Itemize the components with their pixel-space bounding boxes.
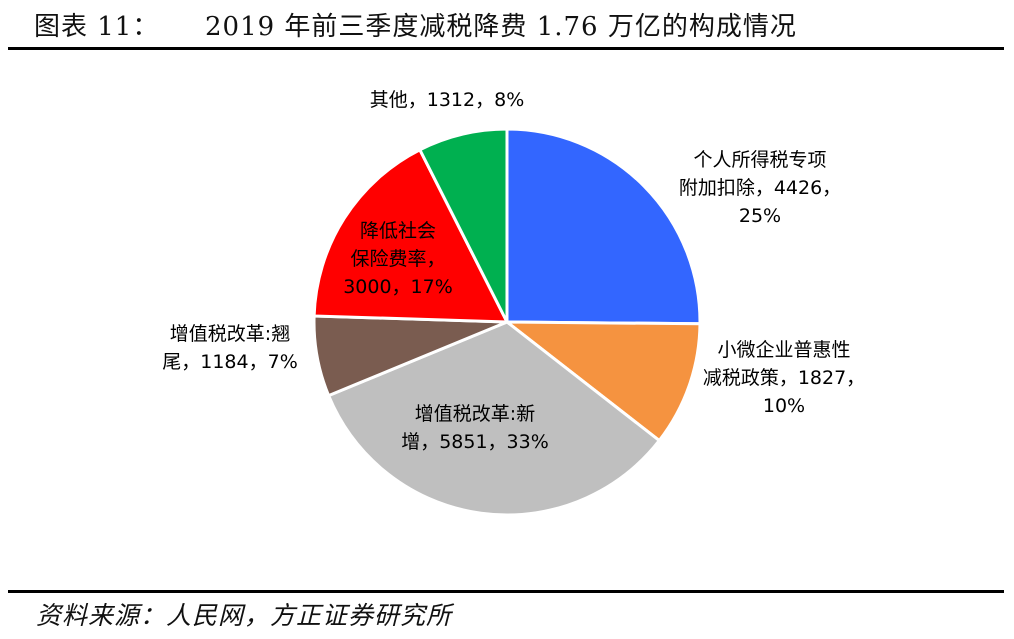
slice-label-line: 尾，1184，7% bbox=[162, 351, 298, 373]
slice-label-line: 25% bbox=[739, 205, 781, 227]
slice-label-line: 增，5851，33% bbox=[401, 431, 549, 453]
slice-label-line: 其他，1312，8% bbox=[370, 89, 525, 111]
chart-title: 2019 年前三季度减税降费 1.76 万亿的构成情况 bbox=[205, 12, 797, 42]
slice-label: 个人所得税专项附加扣除，4426， 25% bbox=[679, 149, 841, 227]
slice-label: 降低社会保险费率， 3000，17% bbox=[343, 220, 453, 298]
slice-label: 增值税改革:新增，5851，33% bbox=[401, 403, 549, 453]
slice-label-line: 增值税改革:翘 bbox=[170, 323, 290, 345]
pie-slice bbox=[417, 127, 509, 323]
slice-label: 增值税改革:翘尾，1184，7% bbox=[162, 323, 298, 373]
source-note: 资料来源：人民网，方正证券研究所 bbox=[36, 601, 453, 630]
figure-header: 图表 11： 2019 年前三季度减税降费 1.76 万亿的构成情况 bbox=[0, 0, 1014, 52]
pie-chart: 个人所得税专项附加扣除，4426， 25% 小微企业普惠性减税政策，1827， 10%… bbox=[162, 89, 865, 517]
slice-label-line: 10% bbox=[763, 395, 805, 417]
pie-slice bbox=[505, 127, 702, 326]
slice-labels: 个人所得税专项附加扣除，4426， 25% 小微企业普惠性减税政策，1827， 10%… bbox=[162, 89, 865, 453]
pie-slices bbox=[312, 127, 702, 517]
figure-label: 图表 11： bbox=[34, 12, 160, 42]
slice-label: 小微企业普惠性减税政策，1827， 10% bbox=[703, 339, 865, 417]
slice-label: 其他，1312，8% bbox=[370, 89, 525, 111]
pie-slice bbox=[312, 147, 510, 324]
pie-slice bbox=[326, 320, 662, 517]
slice-label-line: 保险费率， bbox=[350, 248, 445, 270]
bottom-rule bbox=[8, 590, 1004, 593]
pie-slice bbox=[502, 320, 702, 443]
slice-label-line: 增值税改革:新 bbox=[415, 403, 535, 425]
slice-label-line: 3000，17% bbox=[343, 276, 453, 298]
slice-label-line: 小微企业普惠性 bbox=[717, 339, 850, 361]
slice-label-line: 减税政策，1827， bbox=[703, 367, 865, 389]
top-rule bbox=[8, 47, 1004, 50]
slice-label-line: 附加扣除，4426， bbox=[679, 177, 841, 199]
slice-label-line: 降低社会 bbox=[360, 220, 436, 242]
slice-label-line: 个人所得税专项 bbox=[693, 149, 826, 171]
